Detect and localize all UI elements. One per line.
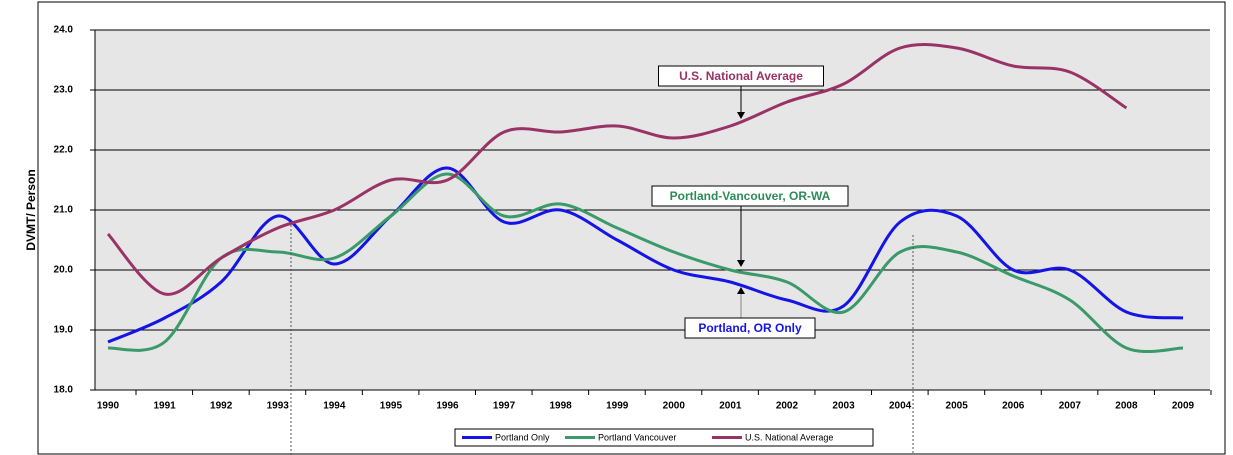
y-axis-label: DVMT/ Person	[24, 169, 38, 250]
y-tick-label: 24.0	[54, 25, 74, 36]
x-tick-label: 1993	[267, 401, 290, 412]
x-tick-label: 1990	[97, 401, 120, 412]
series-line	[106, 43, 1128, 296]
y-tick-label: 19.0	[54, 325, 74, 336]
arrow-head	[737, 287, 745, 294]
series-line	[107, 166, 1184, 344]
arrow-head	[737, 260, 745, 267]
x-tick-label: 2000	[663, 401, 686, 412]
annotation-box	[684, 317, 816, 339]
legend-label: U.S. National Average	[745, 432, 833, 442]
x-tick-label: 2006	[1002, 401, 1025, 412]
x-tick-label: 1991	[153, 401, 176, 412]
arrow-head	[737, 112, 745, 119]
x-tick-label: 2003	[832, 401, 855, 412]
series-line	[107, 172, 1184, 354]
legend-box	[454, 428, 874, 447]
x-tick-label: 2001	[719, 401, 742, 412]
legend-label: Portland Only	[495, 432, 550, 442]
x-tick-label: 2009	[1172, 401, 1195, 412]
frame	[37, 1, 1226, 455]
x-tick-label: 2005	[946, 401, 969, 412]
annotation: Portland, OR Only	[698, 321, 802, 335]
x-tick-label: 2004	[889, 401, 912, 412]
y-tick-label: 18.0	[54, 385, 74, 396]
x-tick-label: 1998	[550, 401, 573, 412]
y-tick-label: 23.0	[54, 85, 74, 96]
y-tick-label: 21.0	[54, 205, 74, 216]
annotation: Portland-Vancouver, OR-WA	[670, 189, 831, 203]
x-tick-label: 1995	[380, 401, 403, 412]
x-tick-label: 1992	[210, 401, 233, 412]
x-tick-label: 1997	[493, 401, 516, 412]
y-tick-label: 20.0	[54, 265, 74, 276]
x-tick-label: 2007	[1059, 401, 1082, 412]
x-tick-label: 1996	[436, 401, 459, 412]
x-tick-label: 2002	[776, 401, 799, 412]
annotation: U.S. National Average	[679, 69, 803, 83]
annotation-box	[651, 185, 849, 207]
x-tick-label: 2008	[1115, 401, 1138, 412]
y-tick-label: 22.0	[54, 145, 74, 156]
x-tick-label: 1999	[606, 401, 629, 412]
annotation-box	[658, 65, 824, 87]
x-tick-label: 1994	[323, 401, 346, 412]
legend-label: Portland Vancouver	[598, 432, 676, 442]
